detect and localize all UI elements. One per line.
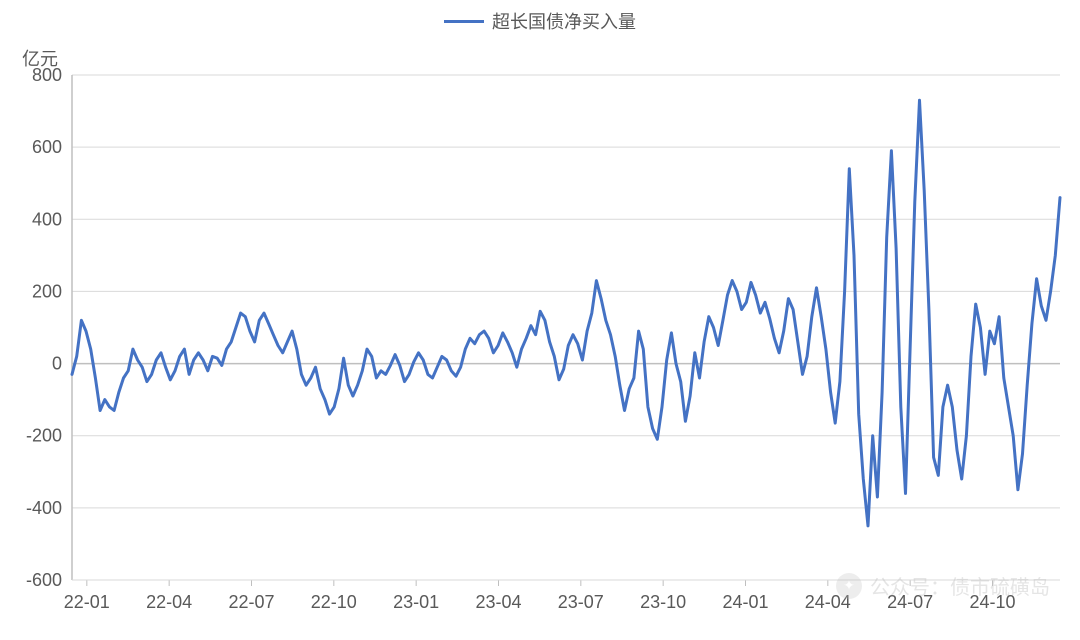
svg-text:23-10: 23-10: [640, 592, 686, 612]
plot-area: -600-400-200020040060080022-0122-0422-07…: [0, 0, 1080, 640]
svg-text:23-04: 23-04: [475, 592, 521, 612]
series-line: [72, 100, 1060, 526]
svg-text:22-07: 22-07: [228, 592, 274, 612]
svg-text:24-10: 24-10: [969, 592, 1015, 612]
svg-text:-600: -600: [26, 570, 62, 590]
svg-text:23-01: 23-01: [393, 592, 439, 612]
svg-text:400: 400: [32, 209, 62, 229]
y-axis-title: 亿元: [22, 45, 58, 71]
svg-text:22-04: 22-04: [146, 592, 192, 612]
svg-text:24-01: 24-01: [722, 592, 768, 612]
svg-text:0: 0: [52, 354, 62, 374]
svg-text:-400: -400: [26, 498, 62, 518]
svg-text:23-07: 23-07: [558, 592, 604, 612]
svg-text:-200: -200: [26, 426, 62, 446]
svg-text:24-07: 24-07: [887, 592, 933, 612]
legend-swatch: [444, 20, 484, 23]
svg-text:200: 200: [32, 281, 62, 301]
chart-container: 超长国债净买入量 亿元 -600-400-200020040060080022-…: [0, 0, 1080, 640]
svg-text:24-04: 24-04: [805, 592, 851, 612]
svg-text:22-01: 22-01: [64, 592, 110, 612]
svg-text:600: 600: [32, 137, 62, 157]
legend-label: 超长国债净买入量: [492, 8, 636, 34]
legend: 超长国债净买入量: [444, 8, 636, 34]
svg-text:22-10: 22-10: [311, 592, 357, 612]
